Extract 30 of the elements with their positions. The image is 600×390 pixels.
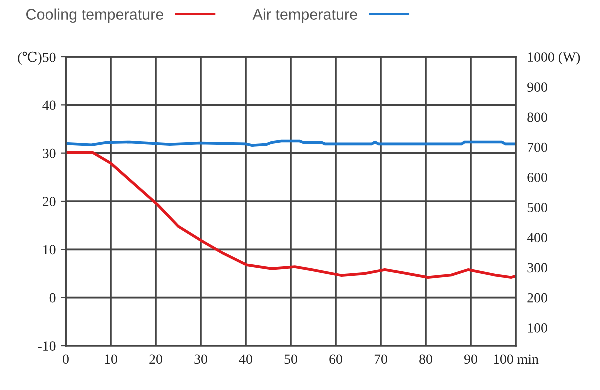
y-tick-label: 10	[44, 245, 56, 255]
x-tick-label: 0	[63, 354, 69, 364]
y-tick-label: 40	[42, 100, 56, 110]
legend-label: Cooling temperature	[26, 8, 164, 24]
x-tick-label: 40	[239, 354, 252, 364]
x-tick-label: 100 min	[494, 354, 539, 364]
x-tick-label: 30	[194, 354, 208, 364]
y2-tick-label: 600	[528, 173, 548, 182]
x-tick-label: 10	[105, 354, 118, 364]
x-tick-label: 20	[150, 354, 162, 364]
y2-tick-label: 700	[528, 142, 548, 152]
y2-tick-label: 400	[527, 233, 548, 243]
y2-tick-label: 1000 (W)	[528, 52, 580, 65]
y2-tick-label: 200	[528, 293, 548, 303]
x-tick-label: 50	[284, 354, 298, 364]
y2-tick-label: 100	[528, 324, 548, 333]
y2-tick-label: 800	[528, 112, 548, 122]
y-tick-label: -10	[38, 342, 56, 351]
y-tick-label: 0	[50, 293, 56, 303]
y2-tick-label: 900	[528, 82, 548, 92]
x-tick-label: 90	[464, 354, 478, 364]
x-tick-label: 60	[330, 354, 342, 364]
legend-label: Air temperature	[252, 8, 358, 24]
x-tick-label: 70	[374, 354, 388, 364]
x-tick-label: 80	[420, 354, 432, 364]
y-tick-label: (℃)50	[18, 52, 56, 66]
y-tick-label: 20	[43, 197, 56, 206]
y2-tick-label: 500	[528, 203, 548, 212]
y-tick-label: 30	[43, 148, 56, 158]
y2-tick-label: 300	[528, 263, 548, 273]
